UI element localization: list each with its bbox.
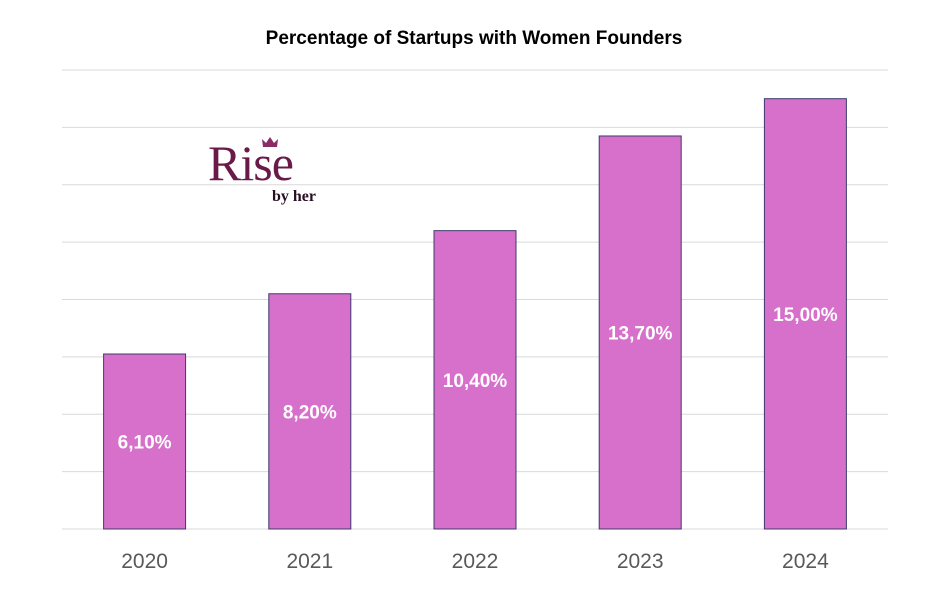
data-label-2022: 10,40% (443, 371, 508, 392)
data-label-2020: 6,10% (118, 433, 172, 454)
bar-2023 (598, 135, 682, 530)
bar-2020 (103, 353, 187, 530)
logo-main-text: Rise (208, 135, 294, 191)
bar-2021 (268, 293, 352, 530)
x-tick-label-2021: 2021 (286, 550, 333, 573)
x-tick-label-2020: 2020 (121, 550, 168, 573)
crown-icon (262, 137, 278, 147)
logo-sub-text: by her (272, 188, 316, 205)
x-tick-label-2024: 2024 (782, 550, 829, 573)
x-tick-label-2023: 2023 (617, 550, 664, 573)
rise-by-her-logo: Rise by her (208, 136, 338, 210)
data-label-2021: 8,20% (283, 402, 337, 423)
chart-title: Percentage of Startups with Women Founde… (265, 28, 683, 49)
data-label-2024: 15,00% (773, 305, 838, 326)
bar-2024 (763, 98, 847, 530)
x-tick-label-2022: 2022 (452, 550, 499, 573)
bar-2022 (433, 230, 517, 530)
data-label-2023: 13,70% (608, 323, 673, 344)
